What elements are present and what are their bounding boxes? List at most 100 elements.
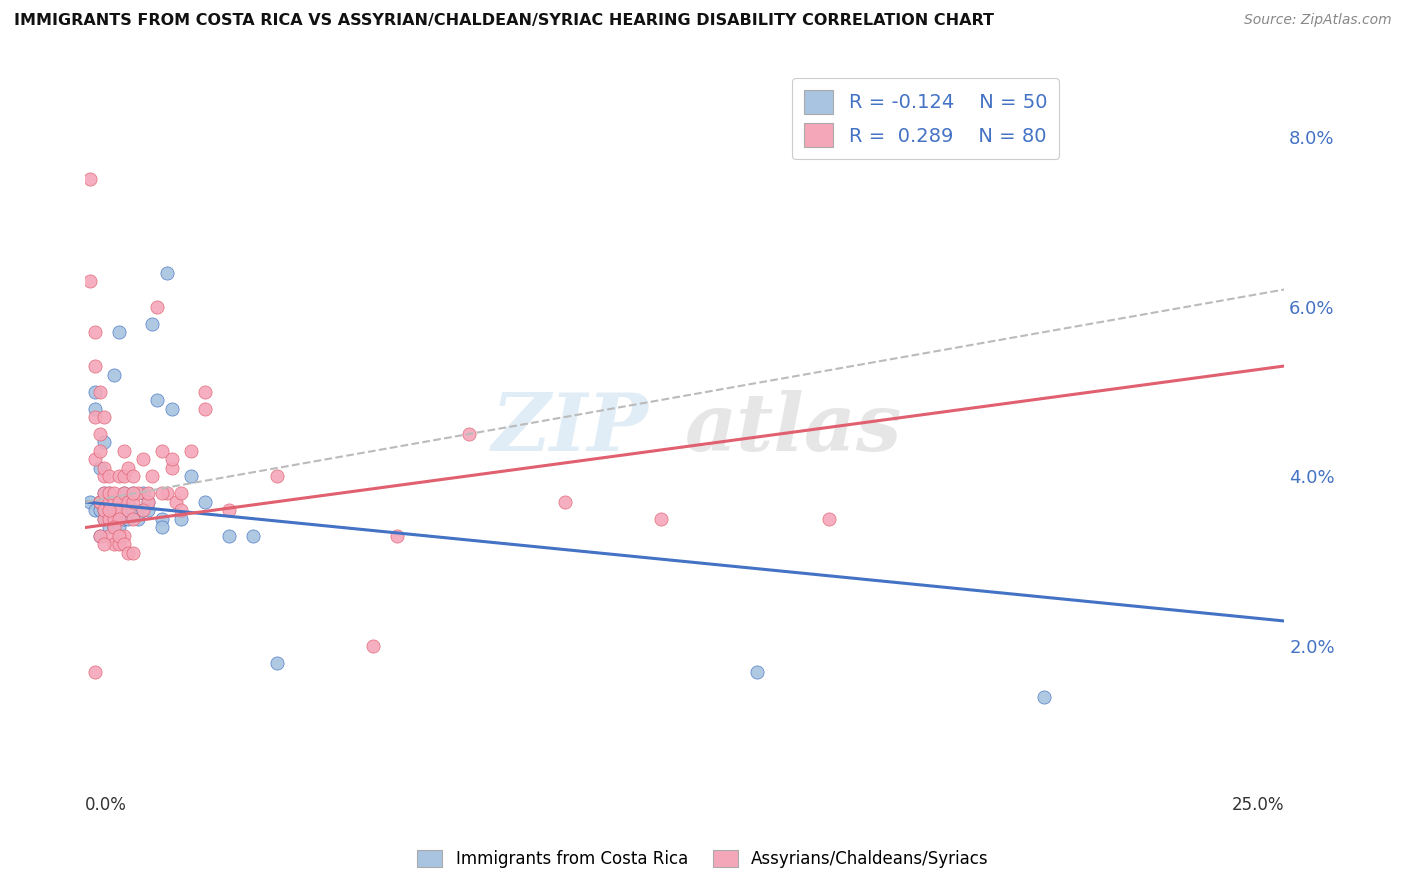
Point: [93, 435, 115, 450]
Point: [83, 665, 105, 679]
Point: [103, 520, 125, 534]
Point: [117, 512, 139, 526]
Point: [650, 512, 672, 526]
Point: [112, 503, 135, 517]
Point: [108, 537, 131, 551]
Point: [98, 495, 121, 509]
Point: [156, 486, 179, 500]
Point: [108, 325, 131, 339]
Point: [79, 495, 101, 509]
Point: [93, 537, 115, 551]
Point: [103, 495, 125, 509]
Point: [103, 368, 125, 382]
Point: [554, 495, 576, 509]
Point: [141, 317, 163, 331]
Point: [103, 503, 125, 517]
Point: [180, 469, 202, 483]
Point: [218, 529, 240, 543]
Point: [89, 529, 111, 543]
Point: [132, 503, 155, 517]
Point: [112, 486, 135, 500]
Point: [112, 529, 135, 543]
Point: [385, 529, 408, 543]
Text: 0.0%: 0.0%: [86, 796, 127, 814]
Point: [170, 512, 193, 526]
Point: [156, 266, 179, 280]
Point: [127, 486, 149, 500]
Point: [83, 452, 105, 467]
Point: [218, 503, 240, 517]
Point: [146, 300, 169, 314]
Point: [108, 469, 131, 483]
Point: [180, 444, 202, 458]
Point: [150, 520, 173, 534]
Text: ZIP: ZIP: [492, 390, 648, 467]
Point: [266, 657, 288, 671]
Point: [117, 503, 139, 517]
Point: [160, 452, 183, 467]
Point: [89, 529, 111, 543]
Point: [93, 461, 115, 475]
Point: [89, 495, 111, 509]
Point: [103, 512, 125, 526]
Point: [98, 486, 121, 500]
Legend: R = -0.124    N = 50, R =  0.289    N = 80: R = -0.124 N = 50, R = 0.289 N = 80: [792, 78, 1059, 159]
Point: [98, 529, 121, 543]
Point: [136, 495, 159, 509]
Point: [117, 461, 139, 475]
Point: [89, 427, 111, 442]
Point: [1033, 690, 1056, 705]
Point: [93, 512, 115, 526]
Point: [266, 469, 288, 483]
Point: [122, 512, 145, 526]
Point: [194, 495, 217, 509]
Point: [83, 503, 105, 517]
Point: [136, 503, 159, 517]
Point: [98, 495, 121, 509]
Point: [93, 486, 115, 500]
Point: [93, 469, 115, 483]
Point: [242, 529, 264, 543]
Point: [108, 503, 131, 517]
Point: [361, 640, 384, 654]
Point: [98, 503, 121, 517]
Point: [83, 384, 105, 399]
Point: [117, 546, 139, 560]
Point: [112, 512, 135, 526]
Text: 25.0%: 25.0%: [1232, 796, 1284, 814]
Text: IMMIGRANTS FROM COSTA RICA VS ASSYRIAN/CHALDEAN/SYRIAC HEARING DISABILITY CORREL: IMMIGRANTS FROM COSTA RICA VS ASSYRIAN/C…: [14, 13, 994, 29]
Point: [93, 503, 115, 517]
Point: [108, 503, 131, 517]
Point: [93, 409, 115, 424]
Point: [103, 512, 125, 526]
Point: [132, 503, 155, 517]
Point: [112, 486, 135, 500]
Point: [89, 444, 111, 458]
Point: [83, 325, 105, 339]
Point: [122, 495, 145, 509]
Point: [170, 486, 193, 500]
Point: [127, 512, 149, 526]
Point: [89, 503, 111, 517]
Point: [108, 495, 131, 509]
Point: [98, 512, 121, 526]
Point: [112, 537, 135, 551]
Point: [458, 427, 481, 442]
Point: [160, 461, 183, 475]
Point: [89, 384, 111, 399]
Point: [194, 401, 217, 416]
Point: [98, 520, 121, 534]
Point: [117, 495, 139, 509]
Point: [93, 512, 115, 526]
Point: [817, 512, 839, 526]
Point: [122, 486, 145, 500]
Point: [112, 444, 135, 458]
Point: [98, 486, 121, 500]
Point: [165, 495, 187, 509]
Point: [132, 486, 155, 500]
Point: [93, 503, 115, 517]
Point: [150, 444, 173, 458]
Point: [112, 469, 135, 483]
Point: [136, 495, 159, 509]
Point: [122, 486, 145, 500]
